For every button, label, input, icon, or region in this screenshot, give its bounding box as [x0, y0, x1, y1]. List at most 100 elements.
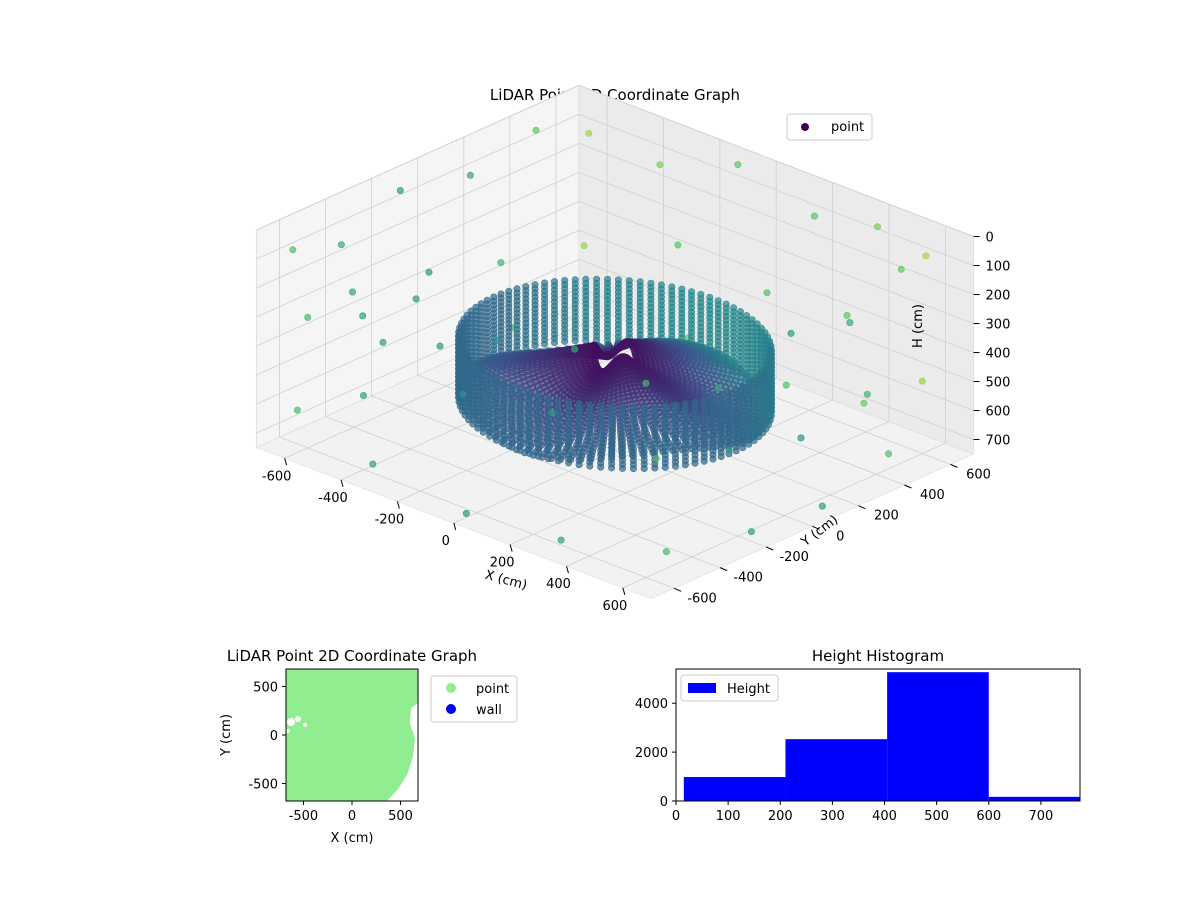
y-tick-label: 400 — [920, 488, 945, 503]
y-tick-label: 2000 — [635, 746, 668, 761]
lidar-point — [691, 459, 699, 467]
chart-2d-title: LiDAR Point 2D Coordinate Graph — [227, 647, 477, 665]
lidar-point — [585, 129, 593, 137]
y-tick-label: 4000 — [635, 697, 668, 712]
lidar-point — [554, 457, 562, 465]
chart-2d-ylabel: Y (cm) — [219, 714, 234, 757]
lidar-point — [462, 509, 470, 517]
lidar-point — [369, 460, 377, 468]
y-tick — [766, 546, 774, 551]
chart-2d-xlabel: X (cm) — [331, 831, 374, 846]
lidar-point — [782, 381, 790, 389]
grid-line — [578, 259, 974, 411]
histogram-bar — [683, 777, 786, 801]
lidar-point — [580, 242, 588, 250]
y-tick — [719, 567, 728, 572]
lidar-point — [531, 341, 539, 349]
lidar-point — [846, 319, 854, 327]
z-tick-label: 500 — [986, 376, 1011, 391]
chart-3d-legend-label: point — [831, 120, 864, 135]
point-cloud-gap — [287, 718, 295, 726]
lidar-point — [873, 223, 881, 231]
grid-line — [566, 421, 890, 567]
lidar-point — [739, 444, 747, 452]
lidar-point — [734, 161, 742, 169]
point-cloud-gap — [286, 729, 290, 733]
lidar-point — [661, 463, 669, 471]
chart-3d-xlabel: X (cm) — [483, 568, 528, 594]
lidar-point — [571, 337, 579, 345]
histogram-bar — [988, 796, 1080, 801]
grid-line — [256, 114, 580, 260]
lidar-point — [557, 536, 565, 544]
y-tick-label: -600 — [687, 591, 717, 606]
lidar-point — [863, 390, 871, 398]
lidar-point — [586, 462, 594, 470]
lidar-point — [359, 391, 367, 399]
z-tick-label: 200 — [986, 289, 1011, 304]
lidar-point — [717, 452, 725, 460]
grid-line — [622, 442, 946, 589]
lidar-point — [516, 446, 524, 454]
z-tick-label: 100 — [986, 260, 1011, 275]
y-tick-label: 200 — [874, 509, 899, 524]
y-tick-label: 0 — [270, 729, 278, 744]
y-tick — [950, 463, 958, 468]
y-tick-label: -400 — [733, 571, 763, 586]
x-tick-label: 500 — [388, 809, 413, 824]
grid-line — [256, 230, 580, 376]
lidar-point — [597, 463, 605, 471]
lidar-point — [534, 452, 542, 460]
lidar-point — [565, 459, 573, 467]
lidar-point — [497, 259, 505, 267]
lidar-point — [500, 440, 508, 448]
lidar-point — [810, 212, 818, 220]
grid-line — [256, 201, 580, 347]
lidar-point — [618, 464, 626, 472]
y-tick-label: 0 — [836, 529, 844, 544]
lidar-point — [709, 455, 717, 463]
lidar-point — [379, 338, 387, 346]
grid-line — [578, 201, 974, 353]
lidar-point — [745, 440, 753, 448]
chart-2d-legend-marker-wall — [446, 704, 456, 714]
lidar-point — [747, 528, 755, 536]
chart-3d-legend: point — [786, 113, 873, 141]
lidar-point — [629, 465, 637, 473]
lidar-point — [787, 329, 795, 337]
lidar-point — [525, 449, 533, 457]
lidar-point — [541, 340, 549, 348]
point-cloud-fill — [286, 669, 418, 801]
x-tick-label: 0 — [442, 534, 450, 549]
lidar-point — [918, 377, 926, 385]
histogram-legend-label: Height — [727, 682, 770, 697]
lidar-point — [860, 399, 868, 407]
chart-histogram: Height Histogram 0 100 200 300 400 500 600 700 0… — [635, 647, 1081, 824]
grid-line — [578, 114, 974, 266]
lidar-point — [763, 289, 771, 297]
x-tick-label: 400 — [546, 577, 571, 592]
lidar-point — [671, 462, 679, 470]
chart-3d-points — [289, 126, 930, 556]
lidar-point — [681, 461, 689, 469]
histogram-bar — [887, 672, 989, 801]
lidar-point — [304, 313, 312, 321]
lidar-point — [843, 311, 851, 319]
z-tick-label: 0 — [986, 231, 994, 246]
grid-line — [578, 85, 974, 237]
lidar-point — [725, 446, 733, 454]
grid-line — [256, 85, 580, 231]
z-tick-label: 400 — [986, 347, 1011, 362]
x-tick-label: 0 — [348, 809, 356, 824]
y-tick — [904, 484, 912, 489]
lidar-point — [700, 457, 708, 465]
lidar-point — [656, 161, 664, 169]
lidar-point — [797, 434, 805, 442]
x-tick-label: -600 — [262, 469, 292, 484]
grid-line — [578, 288, 974, 440]
lidar-point — [897, 265, 905, 273]
histogram-bar — [785, 739, 888, 801]
lidar-point — [289, 246, 297, 254]
y-tick — [673, 587, 682, 592]
